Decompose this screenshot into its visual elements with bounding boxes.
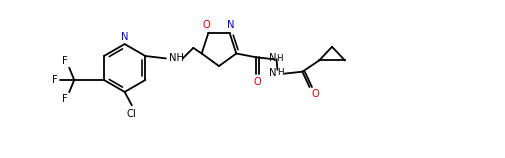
Text: NH: NH	[169, 53, 184, 63]
Text: H: H	[277, 68, 284, 77]
Text: N: N	[270, 68, 277, 78]
Text: H: H	[277, 54, 283, 63]
Text: O: O	[254, 77, 262, 87]
Text: O: O	[203, 20, 211, 30]
Text: F: F	[62, 56, 67, 66]
Text: F: F	[52, 75, 58, 85]
Text: N: N	[269, 53, 276, 63]
Text: N: N	[121, 32, 128, 42]
Text: N: N	[227, 20, 235, 30]
Text: Cl: Cl	[127, 109, 137, 119]
Text: O: O	[312, 89, 320, 99]
Text: F: F	[62, 94, 67, 104]
